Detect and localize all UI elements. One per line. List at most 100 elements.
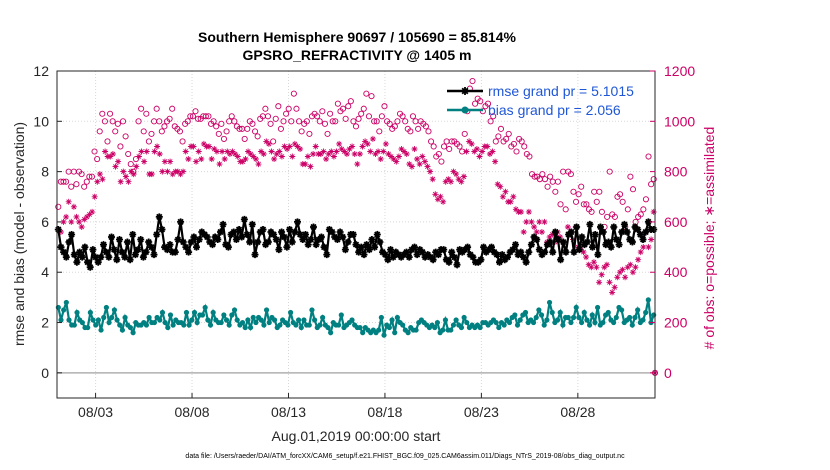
possible-obs-point xyxy=(472,100,479,107)
assimilated-obs-point xyxy=(598,271,605,278)
bias-point xyxy=(301,317,307,323)
possible-obs-point xyxy=(446,145,453,153)
possible-obs-point xyxy=(477,98,484,105)
possible-obs-point xyxy=(557,201,564,208)
assimilated-obs-point xyxy=(284,146,291,152)
assimilated-obs-point xyxy=(416,161,423,168)
rmse-point xyxy=(230,228,238,236)
rmse-point xyxy=(270,231,278,238)
rmse-point xyxy=(373,231,381,238)
assimilated-obs-point xyxy=(445,176,452,183)
right-axis: 0 200 400 600 800 1000 1200 xyxy=(650,63,695,381)
rmse-point xyxy=(631,223,639,231)
assimilated-obs-point xyxy=(611,284,618,291)
rmse-point xyxy=(278,228,286,236)
rmse-point xyxy=(586,220,594,228)
rmse-point xyxy=(442,256,450,264)
assimilated-obs-point xyxy=(63,213,70,220)
bias-point xyxy=(312,317,318,323)
bias-point xyxy=(285,322,291,328)
possible-obs-point xyxy=(205,113,212,120)
legend-bias-label: bias grand pr = 2.056 xyxy=(488,102,621,118)
rmse-point xyxy=(458,248,466,256)
rmse-point xyxy=(379,248,387,256)
rmse-point xyxy=(129,231,137,238)
rmse-point xyxy=(150,251,158,259)
bias-point xyxy=(640,317,646,323)
possible-obs-point xyxy=(319,108,326,115)
possible-obs-point xyxy=(329,118,336,125)
possible-obs-point xyxy=(192,108,199,115)
rmse-point xyxy=(546,238,554,246)
assimilated-obs-point xyxy=(291,140,298,147)
assimilated-obs-point xyxy=(466,138,473,145)
assimilated-obs-point xyxy=(117,178,124,185)
bias-point xyxy=(581,309,587,316)
assimilated-obs-point xyxy=(463,148,470,155)
possible-obs-point xyxy=(619,198,626,205)
possible-obs-point xyxy=(290,90,297,97)
bias-point xyxy=(386,324,392,331)
assimilated-obs-point xyxy=(583,254,590,261)
rmse-point xyxy=(102,248,110,256)
rmse-point xyxy=(567,228,575,236)
possible-obs-point xyxy=(598,208,605,215)
possible-obs-point xyxy=(270,138,277,145)
assimilated-obs-point xyxy=(546,234,553,240)
assimilated-obs-point xyxy=(263,138,270,145)
rmse-point xyxy=(403,248,410,256)
possible-obs-point xyxy=(158,128,165,135)
bias-point xyxy=(98,327,104,333)
rmse-point xyxy=(254,238,262,246)
bias-point xyxy=(167,312,174,318)
bias-point xyxy=(394,314,400,321)
rmse-point xyxy=(530,233,538,241)
assimilated-obs-point xyxy=(442,178,449,185)
possible-obs-point xyxy=(189,113,196,120)
rmse-point xyxy=(573,223,581,231)
legend-rmse-label: rmse grand pr = 5.1015 xyxy=(488,83,634,99)
bias-point xyxy=(541,322,547,328)
possible-obs-point xyxy=(490,113,497,120)
assimilated-obs-point xyxy=(362,138,369,145)
assimilated-obs-point xyxy=(364,140,371,147)
x-tick-label: 08/28 xyxy=(560,404,595,420)
rmse-point xyxy=(389,253,397,261)
rmse-point xyxy=(139,253,147,261)
bias-point xyxy=(130,330,136,336)
rmse-point xyxy=(384,256,392,264)
assimilated-obs-point xyxy=(143,148,150,155)
possible-obs-point xyxy=(218,120,225,127)
rmse-point xyxy=(527,241,535,249)
right-tick-label: 800 xyxy=(664,164,688,180)
assimilated-obs-point xyxy=(224,148,231,155)
rmse-point xyxy=(155,213,163,221)
bias-point xyxy=(71,322,77,328)
assimilated-obs-point xyxy=(380,148,387,155)
rmse-point xyxy=(594,251,602,259)
possible-obs-point xyxy=(469,78,476,85)
assimilated-obs-point xyxy=(492,158,499,165)
rmse-point xyxy=(371,243,379,251)
rmse-point xyxy=(137,236,145,243)
rmse-point xyxy=(198,228,206,236)
bias-point xyxy=(611,319,617,326)
rmse-point xyxy=(607,243,615,251)
bias-point xyxy=(405,330,411,336)
bias-point xyxy=(360,330,366,336)
bias-point xyxy=(477,324,483,331)
assimilated-obs-point xyxy=(174,168,181,175)
assimilated-obs-point xyxy=(195,148,202,155)
possible-obs-point xyxy=(373,118,380,125)
possible-obs-point xyxy=(101,118,108,125)
bias-point xyxy=(103,304,109,311)
possible-obs-point xyxy=(409,113,417,120)
bias-point xyxy=(111,307,117,313)
possible-obs-point xyxy=(143,110,150,117)
assimilated-obs-point xyxy=(593,264,600,271)
bias-point xyxy=(159,309,166,316)
rmse-point xyxy=(453,261,461,269)
rmse-point xyxy=(211,233,219,241)
possible-obs-point xyxy=(539,171,546,178)
left-tick-label: 10 xyxy=(33,113,49,129)
